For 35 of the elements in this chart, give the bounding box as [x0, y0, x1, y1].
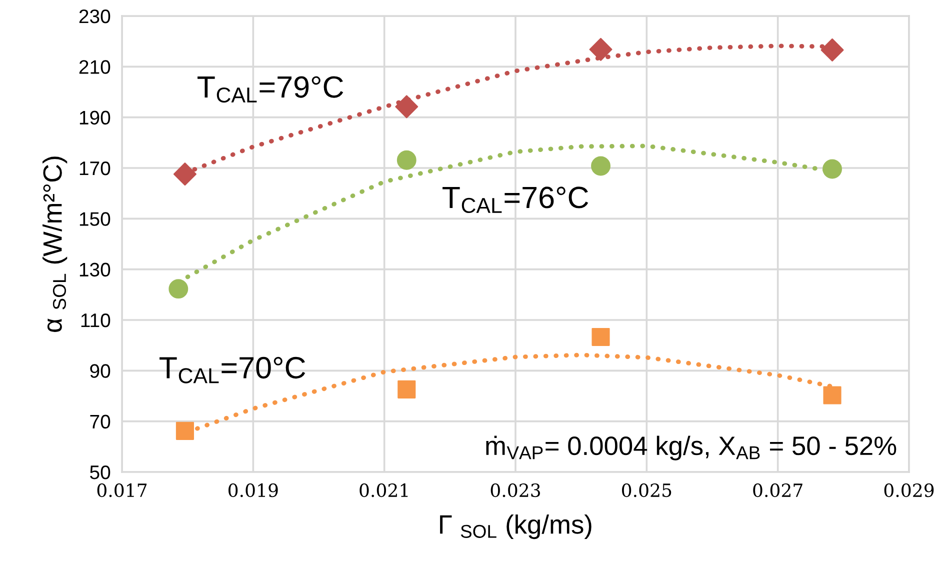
y-tick-label: 90 [90, 364, 110, 378]
x-axis-title: Γ $_{SOL}$ (kg/ms) [440, 514, 592, 540]
point [398, 380, 416, 398]
series-label: T$_{CAL}$=76°C [442, 186, 588, 214]
y-tick-label: 190 [80, 110, 110, 125]
y-tick-label: 210 [79, 60, 110, 74]
y-axis-title: α $_{SOL}$ (W/m²°C) [42, 156, 68, 332]
annotation: ṁ$_{VAP}$= 0.0004 kg/s, X$_{AB}$ = 50 - 52% [486, 436, 896, 460]
x-tick-label: 0.019 [228, 483, 278, 498]
y-tick-label: 70 [90, 414, 110, 429]
y-tick-label: 170 [80, 161, 110, 176]
point [395, 95, 418, 118]
point [396, 150, 416, 170]
x-tick-label: 0.025 [622, 483, 672, 498]
point [822, 159, 842, 179]
y-tick-label: 110 [81, 313, 110, 328]
point [823, 386, 842, 404]
x-tick-label: 0.027 [753, 483, 802, 498]
x-tick-label: 0.029 [884, 483, 934, 498]
series-label: T$_{CAL}$=70°C [160, 356, 306, 384]
x-tick-label: 0.017 [97, 483, 147, 498]
point [168, 279, 188, 299]
point [589, 38, 612, 61]
y-tick-label: 50 [90, 465, 110, 480]
point [820, 38, 844, 62]
y-tick-label: 150 [80, 212, 110, 226]
x-tick-label: 0.023 [490, 483, 540, 498]
series-label: T$_{CAL}$=79°C [198, 76, 344, 103]
point [173, 162, 196, 186]
x-tick-label: 0.021 [360, 483, 408, 498]
point [176, 422, 194, 440]
point [591, 156, 610, 176]
y-tick-label: 130 [80, 262, 110, 277]
point [592, 328, 610, 346]
y-tick-label: 230 [79, 9, 110, 24]
